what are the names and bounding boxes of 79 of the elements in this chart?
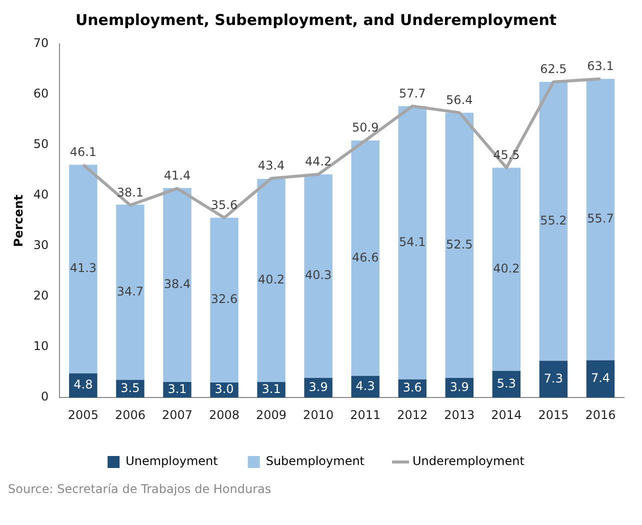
data-label: 3.9 bbox=[450, 380, 469, 394]
bar bbox=[304, 174, 332, 378]
data-label: 50.9 bbox=[352, 120, 379, 135]
bar bbox=[257, 178, 286, 382]
x-tick-label: 2005 bbox=[68, 408, 98, 422]
bar bbox=[351, 140, 380, 376]
bar bbox=[69, 164, 98, 374]
legend-label: Unemployment bbox=[126, 454, 218, 468]
data-label: 3.1 bbox=[262, 382, 281, 396]
data-label: 46.1 bbox=[70, 144, 97, 159]
x-tick-label: 2014 bbox=[491, 408, 522, 422]
data-label: 57.7 bbox=[399, 86, 426, 100]
data-label: 52.5 bbox=[446, 237, 473, 252]
y-tick-label: 50 bbox=[33, 137, 49, 152]
data-label: 46.6 bbox=[352, 250, 379, 264]
bar bbox=[69, 373, 98, 398]
data-label: 32.6 bbox=[210, 292, 238, 306]
data-label: 3.0 bbox=[214, 382, 234, 396]
legend-label: Underemployment bbox=[412, 454, 525, 468]
x-tick-label: 2006 bbox=[114, 408, 146, 422]
data-label: 5.3 bbox=[496, 376, 516, 390]
bar bbox=[445, 112, 474, 378]
bar bbox=[116, 204, 144, 380]
data-label: 56.4 bbox=[446, 92, 473, 107]
x-tick-label: 2015 bbox=[538, 408, 569, 422]
data-label: 44.2 bbox=[304, 154, 332, 168]
data-label: 54.1 bbox=[399, 234, 426, 249]
data-label: 3.9 bbox=[308, 380, 328, 394]
x-tick-label: 2013 bbox=[444, 408, 475, 422]
data-label: 38.1 bbox=[116, 185, 144, 200]
y-axis-title: Percent bbox=[11, 194, 26, 247]
data-label: 40.3 bbox=[304, 268, 332, 282]
data-label: 3.1 bbox=[168, 382, 187, 396]
data-label: 41.3 bbox=[70, 261, 97, 276]
x-tick-label: 2010 bbox=[303, 408, 334, 422]
data-label: 7.3 bbox=[544, 371, 564, 386]
y-tick-label: 30 bbox=[33, 238, 49, 252]
y-tick-label: 60 bbox=[33, 86, 49, 101]
data-label: 3.5 bbox=[120, 380, 140, 395]
bar bbox=[492, 168, 521, 371]
legend-label: Subemployment bbox=[266, 454, 365, 468]
y-tick-label: 0 bbox=[41, 390, 49, 404]
y-tick-label: 40 bbox=[33, 188, 49, 202]
x-tick-label: 2011 bbox=[350, 408, 381, 422]
bar bbox=[351, 376, 380, 398]
x-tick-label: 2008 bbox=[208, 408, 240, 422]
data-label: 40.2 bbox=[258, 272, 285, 287]
bar bbox=[492, 370, 521, 398]
bar bbox=[398, 106, 426, 380]
y-tick-label: 20 bbox=[33, 288, 49, 303]
bar bbox=[539, 360, 568, 398]
data-label: 55.7 bbox=[587, 212, 614, 226]
bar bbox=[586, 360, 615, 398]
data-label: 43.4 bbox=[258, 158, 285, 172]
data-label: 7.4 bbox=[590, 371, 610, 386]
data-label: 41.4 bbox=[164, 168, 191, 183]
x-tick-label: 2012 bbox=[397, 408, 428, 422]
data-label: 38.4 bbox=[164, 277, 191, 292]
data-label: 45.5 bbox=[493, 148, 520, 162]
x-tick-label: 2009 bbox=[256, 408, 287, 422]
bar bbox=[539, 82, 568, 361]
data-label: 63.1 bbox=[587, 58, 614, 73]
data-label: 35.6 bbox=[210, 198, 238, 212]
data-label: 55.2 bbox=[540, 213, 567, 228]
bar bbox=[163, 188, 192, 382]
data-label: 40.2 bbox=[493, 261, 520, 276]
data-label: 4.3 bbox=[356, 378, 375, 393]
source-note: Source: Secretaría de Trabajos de Honduras bbox=[8, 482, 272, 496]
data-label: 62.5 bbox=[540, 62, 567, 76]
bar bbox=[586, 78, 615, 360]
bar bbox=[210, 218, 238, 382]
y-tick-label: 70 bbox=[33, 36, 49, 50]
data-label: 4.8 bbox=[74, 378, 93, 392]
x-tick-label: 2007 bbox=[162, 408, 193, 422]
data-label: 3.6 bbox=[402, 380, 422, 395]
chart-title: Unemployment, Subemployment, and Underemployment bbox=[75, 10, 557, 29]
data-label: 34.7 bbox=[116, 284, 144, 298]
x-tick-label: 2016 bbox=[585, 408, 616, 422]
y-tick-label: 10 bbox=[33, 339, 49, 354]
